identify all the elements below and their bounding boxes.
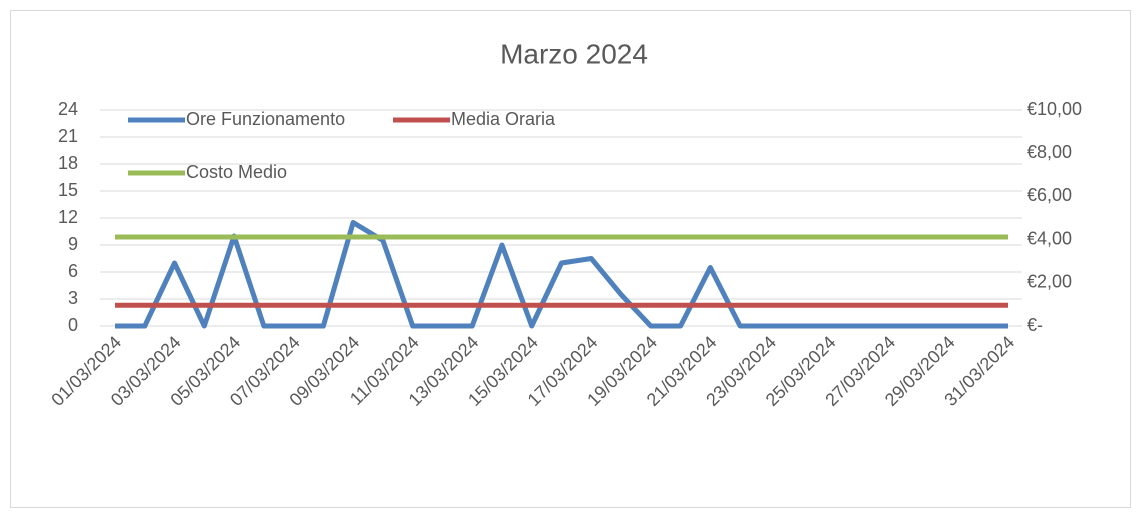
y2-tick-label: €4,00	[1027, 228, 1072, 248]
legend-label: Ore Funzionamento	[186, 109, 345, 129]
legend-label: Costo Medio	[186, 162, 287, 182]
series-line	[115, 220, 1008, 329]
chart-title: Marzo 2024	[500, 38, 648, 69]
y-tick-label: 3	[68, 288, 78, 308]
y2-tick-label: €2,00	[1027, 272, 1072, 292]
y2-tick-label: €8,00	[1027, 142, 1072, 162]
y-tick-label: 6	[68, 261, 78, 281]
y-tick-label: 24	[58, 99, 78, 119]
y-tick-label: 0	[68, 315, 78, 335]
y2-tick-label: €-	[1027, 315, 1043, 335]
y-tick-label: 12	[58, 207, 78, 227]
y-tick-label: 18	[58, 153, 78, 173]
y2-tick-label: €10,00	[1027, 99, 1082, 119]
y-tick-label: 9	[68, 234, 78, 254]
chart-border	[10, 10, 1131, 508]
legend-label: Media Oraria	[451, 109, 556, 129]
y2-tick-label: €6,00	[1027, 185, 1072, 205]
y-tick-label: 21	[58, 126, 78, 146]
y-tick-label: 15	[58, 180, 78, 200]
